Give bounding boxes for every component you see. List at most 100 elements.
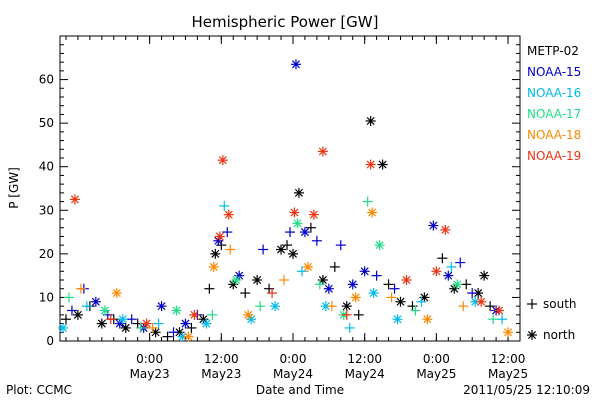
south-point-noaa-15: [455, 257, 466, 268]
south-point-noaa-17: [255, 301, 266, 312]
legend-entry: METP-02: [527, 44, 579, 58]
north-point-noaa-15: [323, 283, 334, 294]
north-point-metp-02: [377, 159, 388, 170]
south-point-noaa-17: [488, 314, 499, 325]
legend-entry: NOAA-15: [527, 65, 581, 79]
north-point-noaa-16: [270, 301, 281, 312]
south-point-noaa-15: [66, 305, 77, 316]
south-point-metp-02: [186, 322, 197, 333]
hemisphere-legend: south north: [527, 297, 577, 342]
south-point-noaa-15: [222, 227, 233, 238]
south-point-noaa-16: [344, 322, 355, 333]
north-point-metp-02: [365, 115, 376, 126]
north-point-noaa-19: [189, 309, 200, 320]
north-point-noaa-19: [431, 266, 442, 277]
south-point-metp-02: [162, 331, 173, 342]
south-point-noaa-18: [147, 322, 158, 333]
y-tick-label: 20: [39, 247, 54, 261]
south-point-noaa-19: [105, 314, 116, 325]
north-point-metp-02: [395, 296, 406, 307]
north-point-noaa-15: [347, 279, 358, 290]
y-tick-label: 40: [39, 160, 54, 174]
legend-entry: NOAA-16: [527, 86, 581, 100]
south-point-noaa-18: [386, 292, 397, 303]
north-point-noaa-19: [217, 155, 228, 166]
north-point-noaa-19: [317, 146, 328, 157]
south-point-noaa-17: [135, 322, 146, 333]
south-point-metp-02: [437, 253, 448, 264]
legend-entry: NOAA-19: [527, 149, 581, 163]
north-point-noaa-15: [443, 270, 454, 281]
x-tick-label-date: May23: [130, 367, 170, 381]
y-tick-label: 0: [46, 334, 54, 348]
north-point-noaa-19: [223, 209, 234, 220]
south-point-noaa-16: [296, 266, 307, 277]
south-point-noaa-18: [225, 244, 236, 255]
data-markers: [57, 59, 514, 342]
x-tick-label-date: May23: [201, 367, 241, 381]
south-point-metp-02: [461, 279, 472, 290]
north-point-noaa-18: [367, 207, 378, 218]
south-point-metp-02: [353, 309, 364, 320]
north-point-noaa-19: [476, 296, 487, 307]
north-point-noaa-17: [99, 305, 110, 316]
north-point-noaa-19: [69, 194, 80, 205]
north-point-noaa-16: [201, 318, 212, 329]
hemisphere-label: north: [543, 328, 575, 342]
south-point-noaa-15: [335, 240, 346, 251]
south-point-noaa-15: [126, 314, 137, 325]
x-axis-ticks: 0:00May2312:00May230:00May2412:00May240:…: [65, 36, 528, 381]
y-tick-label: 30: [39, 203, 54, 217]
north-point-metp-02: [341, 301, 352, 312]
south-point-noaa-18: [279, 275, 290, 285]
south-point-noaa-16: [416, 296, 427, 307]
north-point-noaa-18: [350, 292, 361, 303]
south-point-noaa-17: [207, 309, 218, 320]
south-point-metp-02: [282, 240, 293, 251]
south-point-noaa-15: [311, 235, 322, 246]
south-point-noaa-15: [258, 244, 269, 255]
north-point-noaa-16: [57, 322, 68, 333]
x-tick-label-time: 0:00: [136, 352, 163, 366]
south-point-noaa-16: [497, 314, 508, 325]
north-point-metp-02: [96, 318, 107, 329]
south-point-metp-02: [240, 288, 251, 299]
south-point-noaa-17: [362, 196, 373, 207]
north-point-metp-02: [72, 309, 83, 320]
north-point-noaa-19: [141, 318, 152, 329]
y-tick-label: 60: [39, 73, 54, 87]
x-tick-label-time: 12:00: [491, 352, 526, 366]
north-point-noaa-19: [365, 159, 376, 170]
north-point-noaa-19: [401, 275, 412, 285]
south-point-noaa-17: [410, 305, 421, 316]
south-point-noaa-18: [75, 283, 86, 294]
north-point-noaa-15: [90, 296, 101, 307]
north-point-noaa-19: [289, 207, 300, 218]
north-point-noaa-19: [494, 305, 505, 316]
north-point-noaa-15: [359, 266, 370, 277]
north-point-metp-02: [479, 270, 490, 281]
north-point-noaa-18: [208, 261, 219, 272]
north-point-noaa-18: [111, 288, 122, 299]
north-point-noaa-15: [156, 301, 167, 312]
south-point-metp-02: [60, 314, 71, 325]
north-point-noaa-15: [180, 318, 191, 329]
y-axis-ticks: 0 10 20 30 40 50 60: [39, 44, 520, 348]
north-point-noaa-19: [308, 209, 319, 220]
legend-entry: NOAA-17: [527, 107, 581, 121]
south-point-metp-02: [329, 261, 340, 272]
north-point-noaa-17: [374, 240, 385, 251]
south-point-metp-02: [485, 301, 496, 312]
legend-entry: NOAA-18: [527, 128, 581, 142]
south-point-metp-02: [204, 283, 215, 294]
plot-frame: [59, 35, 521, 342]
south-point-noaa-15: [285, 227, 295, 238]
north-point-metp-02: [293, 187, 304, 198]
footer-credit: Plot: CCMC: [6, 383, 72, 397]
south-point-noaa-18: [458, 301, 469, 312]
x-tick-label-date: May25: [416, 367, 456, 381]
north-point-noaa-17: [452, 279, 463, 290]
north-point-noaa-17: [231, 275, 242, 285]
x-tick-label-date: May24: [273, 367, 313, 381]
